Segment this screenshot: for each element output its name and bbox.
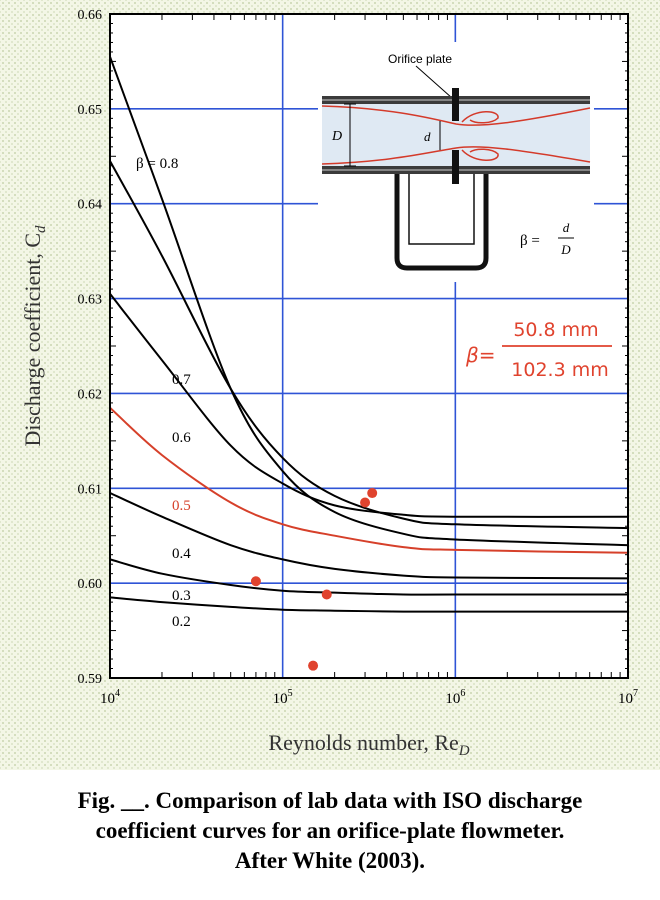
inset-leader-line: [415, 65, 453, 99]
series-label-1: 0.7: [172, 372, 191, 388]
figure-panel: β = 0.8 0.7 0.6 0.5 0.4 0.3 0.2 0.59 0.60 0.61 0.6…: [0, 0, 660, 770]
lab-points: [250, 488, 378, 671]
series-label-5: 0.3: [172, 588, 191, 604]
x-axis-label: Reynolds number, ReD: [268, 730, 469, 759]
d-label: d: [424, 129, 431, 144]
series-line-1: [109, 160, 629, 530]
series-line-3: [109, 406, 629, 554]
series-line-0: [109, 56, 629, 547]
series-label-6: 0.2: [172, 614, 191, 630]
axes-frame: [109, 13, 629, 679]
x-tick-label-1: 105: [273, 688, 293, 707]
caption-line-1: Fig. __. Comparison of lab data with ISO…: [77, 788, 583, 813]
y-tick-label-5: 0.64: [78, 198, 103, 213]
y-tick-label-6: 0.65: [78, 103, 103, 118]
flow-line-bottom: [321, 146, 591, 165]
series-label-4: 0.4: [172, 546, 191, 562]
beta-definition-numerator: d: [563, 220, 570, 235]
series-label-2: 0.6: [172, 430, 191, 446]
annotation-lhs: β=: [465, 343, 496, 367]
beta-definition-denominator: D: [560, 242, 571, 257]
y-tick-label-0: 0.59: [78, 672, 103, 687]
beta-definition-lhs: β =: [520, 233, 540, 249]
lab-point-0: [250, 576, 261, 587]
lab-point-1: [308, 660, 319, 671]
inset-title: Orifice plate: [388, 52, 452, 66]
manometer-inner: [408, 174, 475, 245]
series-label-3: 0.5: [172, 498, 191, 514]
beta-annotation: β= 50.8 mm 102.3 mm: [465, 319, 612, 381]
vortex-top: [461, 111, 499, 124]
lab-point-3: [360, 497, 371, 508]
figure-caption: Fig. __. Comparison of lab data with ISO…: [0, 786, 660, 876]
flow-line-top: [321, 105, 591, 126]
x-tick-label-2: 106: [445, 688, 465, 707]
y-tick-label-3: 0.62: [78, 387, 103, 402]
orifice-plate-bottom: [452, 150, 459, 184]
lab-point-4: [367, 488, 378, 499]
annotation-denominator: 102.3 mm: [511, 359, 608, 381]
manometer-outer: [394, 174, 489, 271]
y-tick-label-7: 0.66: [78, 8, 103, 23]
lab-point-2: [321, 589, 332, 600]
flow-lines: [321, 105, 591, 165]
vortex-bottom: [461, 148, 499, 161]
chart: β = 0.8 0.7 0.6 0.5 0.4 0.3 0.2 0.59 0.60 0.61 0.6…: [20, 8, 638, 759]
series-label-0: β = 0.8: [136, 156, 178, 172]
caption-line-2: coefficient curves for an orifice-plate …: [95, 818, 565, 843]
orifice-plate-top: [452, 88, 459, 121]
D-label: D: [331, 129, 342, 144]
series-line-2: [109, 293, 629, 518]
series-line-6: [109, 596, 628, 613]
y-tick-label-2: 0.61: [78, 482, 103, 497]
caption-line-3: After White (2003).: [234, 848, 426, 873]
y-tick-label-4: 0.63: [78, 293, 103, 308]
y-tick-label-1: 0.60: [78, 577, 103, 592]
x-tick-label-0: 104: [100, 688, 120, 707]
x-tick-label-3: 107: [618, 688, 638, 707]
series-line-4: [109, 492, 629, 580]
annotation-numerator: 50.8 mm: [513, 319, 598, 341]
y-axis-label: Discharge coefficient, Cd: [20, 225, 49, 447]
